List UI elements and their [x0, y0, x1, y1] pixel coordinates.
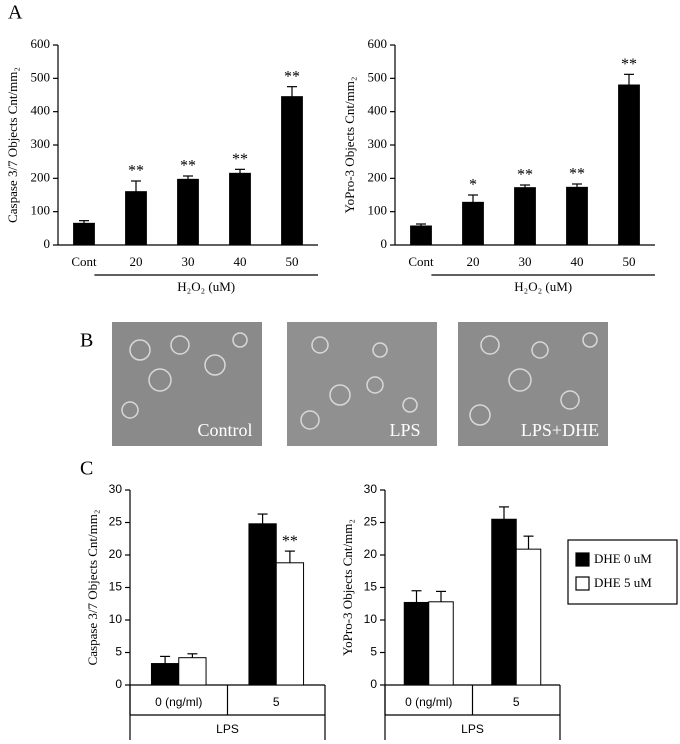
- y-tick-label: 25: [109, 515, 123, 529]
- x-tick-label: Cont: [408, 254, 434, 269]
- y-tick-label: 100: [31, 203, 51, 218]
- significance: **: [180, 158, 196, 175]
- x-axis-title: H₂O₂ (uM): [514, 279, 572, 294]
- x-tick-label: 20: [130, 254, 143, 269]
- y-tick-label: 15: [364, 580, 378, 594]
- bar: [566, 186, 588, 246]
- y-tick-label: 200: [31, 169, 51, 184]
- y-tick-label: 500: [31, 69, 51, 84]
- x-tick-label: 5: [273, 695, 280, 709]
- x-tick-label: 30: [519, 254, 532, 269]
- y-tick-label: 20: [364, 547, 378, 561]
- bar: [73, 222, 95, 246]
- y-axis-title: YoPro-3 Objects Cnt/mm₂: [342, 77, 357, 214]
- y-axis-title: Caspase 3/7 Objects Cnt/mm₂: [85, 510, 100, 666]
- y-tick-label: 5: [115, 645, 122, 659]
- x-tick-label: 40: [234, 254, 247, 269]
- y-tick-label: 5: [370, 645, 377, 659]
- x-axis-title: LPS: [216, 722, 239, 736]
- x-tick-label: 30: [182, 254, 195, 269]
- micrograph: [112, 322, 262, 446]
- x-tick-label: Cont: [71, 254, 97, 269]
- significance: **: [232, 151, 248, 168]
- significance: *: [469, 177, 477, 194]
- bar: [491, 518, 517, 686]
- y-axis-title: YoPro-3 Objects Cnt/mm₂: [340, 519, 355, 656]
- y-tick-label: 0: [44, 236, 51, 251]
- panel-label: A: [8, 2, 23, 24]
- image-label: LPS+DHE: [521, 420, 599, 440]
- y-tick-label: 200: [368, 169, 388, 184]
- bar: [125, 191, 147, 246]
- bar: [462, 201, 484, 246]
- x-tick-label: 50: [623, 254, 636, 269]
- y-tick-label: 300: [368, 136, 388, 151]
- x-tick-label: 0 (ng/ml): [155, 695, 202, 709]
- x-tick-label: 20: [467, 254, 480, 269]
- bar: [618, 84, 640, 246]
- x-tick-label: 40: [571, 254, 584, 269]
- y-tick-label: 300: [31, 136, 51, 151]
- x-tick-label: 0 (ng/ml): [405, 695, 452, 709]
- y-tick-label: 10: [364, 612, 378, 626]
- bar: [403, 601, 430, 686]
- y-tick-label: 30: [364, 482, 378, 496]
- y-axis-title: Caspase 3/7 Objects Cnt/mm₂: [5, 67, 20, 223]
- y-tick-label: 600: [368, 36, 388, 51]
- significance: **: [282, 533, 298, 550]
- image-label: Control: [197, 420, 252, 440]
- bar: [281, 96, 303, 246]
- y-tick-label: 400: [368, 103, 388, 118]
- y-tick-label: 10: [109, 612, 123, 626]
- bar: [248, 523, 277, 686]
- image-label: LPS: [389, 420, 420, 440]
- bar: [150, 663, 180, 686]
- cells: [121, 332, 598, 430]
- bar: [178, 657, 207, 686]
- significance: **: [621, 56, 637, 73]
- legend-box: [567, 539, 678, 605]
- micrographs: Control LPS LPS+DHE: [112, 322, 608, 446]
- significance: **: [569, 166, 585, 183]
- y-tick-label: 25: [364, 515, 378, 529]
- y-tick-label: 20: [109, 547, 123, 561]
- y-tick-label: 0: [381, 236, 388, 251]
- y-tick-label: 100: [368, 203, 388, 218]
- bar: [515, 548, 542, 686]
- significance: **: [284, 68, 300, 85]
- y-tick-label: 400: [31, 103, 51, 118]
- bar: [275, 562, 305, 686]
- bar: [514, 187, 536, 246]
- bar: [177, 178, 199, 246]
- significance: **: [128, 163, 144, 180]
- x-tick-label: 50: [286, 254, 299, 269]
- y-tick-label: 0: [115, 677, 122, 691]
- legend-label: DHE 5 uM: [594, 575, 652, 590]
- y-tick-label: 600: [31, 36, 51, 51]
- y-tick-label: 30: [109, 482, 123, 496]
- bar: [410, 225, 432, 246]
- bar: [428, 601, 454, 686]
- y-tick-label: 500: [368, 69, 388, 84]
- x-tick-label: 5: [513, 695, 520, 709]
- legend-swatch: [575, 552, 590, 567]
- significance: **: [517, 167, 533, 184]
- y-tick-label: 15: [109, 580, 123, 594]
- panel-label: C: [80, 458, 93, 480]
- legend-label: DHE 0 uM: [594, 551, 652, 566]
- bar: [229, 172, 251, 246]
- x-axis-title: LPS: [461, 722, 484, 736]
- legend-swatch: [575, 576, 590, 591]
- y-tick-label: 0: [370, 677, 377, 691]
- panel-label: B: [80, 330, 93, 352]
- x-axis-title: H₂O₂ (uM): [177, 279, 235, 294]
